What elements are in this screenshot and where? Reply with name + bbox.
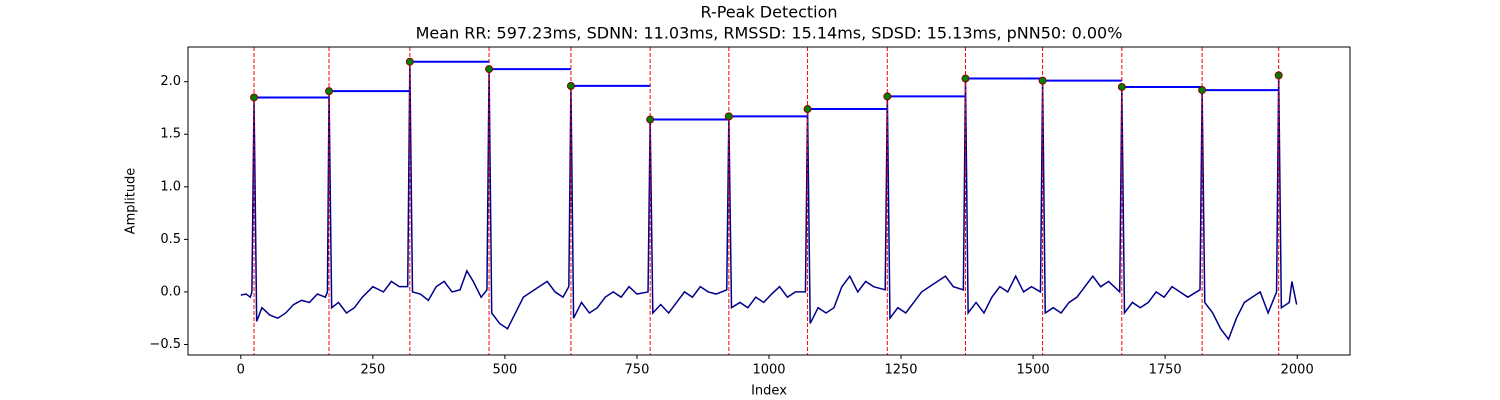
peak-marker — [1198, 86, 1207, 95]
y-tick-label: 1.0 — [160, 179, 181, 194]
chart-subtitle: Mean RR: 597.23ms, SDNN: 11.03ms, RMSSD:… — [416, 24, 1123, 43]
peak-marker — [883, 92, 892, 101]
peak-marker — [1117, 82, 1126, 91]
x-tick-label: 2000 — [1281, 363, 1314, 378]
signal-line — [240, 61, 1298, 341]
peak-marker — [646, 115, 655, 124]
x-axis-label: Index — [751, 384, 787, 399]
peak-marker — [405, 57, 414, 66]
y-tick-label: −0.5 — [149, 337, 181, 352]
peak-marker — [250, 93, 259, 102]
y-tick-label: 1.5 — [160, 127, 181, 142]
chart-title: R-Peak Detection — [700, 3, 837, 22]
x-tick-label: 1750 — [1149, 363, 1182, 378]
x-tick-label: 250 — [360, 363, 385, 378]
x-tick-label: 1250 — [884, 363, 917, 378]
x-tick-label: 500 — [492, 363, 517, 378]
peak-marker — [566, 81, 575, 90]
x-tick-label: 1000 — [752, 363, 785, 378]
peak-marker — [1038, 76, 1047, 85]
peak-marker — [1274, 71, 1283, 80]
y-tick-label: 0.0 — [160, 284, 181, 299]
x-tick-label: 0 — [237, 363, 245, 378]
y-axis-label: Amplitude — [124, 168, 139, 235]
y-tick-label: 2.0 — [160, 74, 181, 89]
peak-marker — [325, 87, 334, 96]
y-tick-label: 0.5 — [160, 232, 181, 247]
peak-marker — [724, 112, 733, 121]
plot-frame — [187, 46, 1351, 356]
peak-marker — [485, 65, 494, 74]
x-tick-label: 750 — [625, 363, 650, 378]
peak-marker — [961, 74, 970, 83]
x-tick-label: 1500 — [1017, 363, 1050, 378]
peak-marker — [803, 105, 812, 114]
